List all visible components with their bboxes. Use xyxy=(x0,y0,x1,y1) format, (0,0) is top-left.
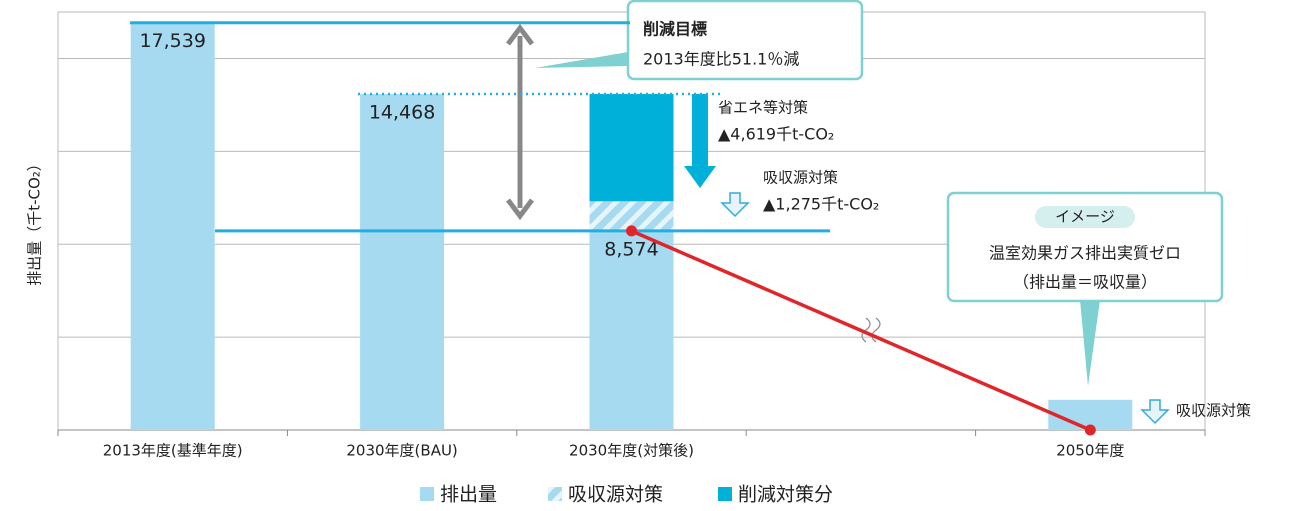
axis-break xyxy=(861,317,881,343)
data-label: 8,574 xyxy=(604,238,658,260)
image-box xyxy=(946,191,1224,303)
target-point xyxy=(1084,424,1096,436)
target-point xyxy=(626,225,637,237)
callout-box xyxy=(626,0,864,81)
x-tick-label: 2050年度 xyxy=(1056,442,1124,460)
bar xyxy=(360,94,445,431)
energy-arrow-head xyxy=(684,166,716,188)
x-tick-label: 2030年度(BAU) xyxy=(346,442,457,460)
bar xyxy=(589,94,674,202)
absorption-icon xyxy=(720,192,750,218)
callout-text: 2013年度比51.1％減 xyxy=(643,50,799,69)
image-line: 温室効果ガス排出実質ゼロ xyxy=(989,244,1181,263)
x-tick-label: 2013年度(基準年度) xyxy=(103,442,243,460)
legend-label: 削減対策分 xyxy=(738,484,833,506)
legend-label: 排出量 xyxy=(440,484,497,506)
legend-swatch xyxy=(420,487,434,501)
bar xyxy=(130,22,215,430)
callout-title: 削減目標 xyxy=(643,20,707,39)
x-tick-label: 2030年度(対策後) xyxy=(569,442,694,460)
absorption-icon xyxy=(1140,399,1170,425)
absorption-2050: 吸収源対策 xyxy=(1176,402,1251,420)
energy-value: ▲4,619千t-CO₂ xyxy=(718,125,834,144)
image-tag: イメージ xyxy=(1055,208,1115,226)
reduction-arrow-head xyxy=(506,23,534,221)
target-line xyxy=(630,229,1091,432)
image-tag-bg xyxy=(1035,206,1135,228)
legend-label: 吸収源対策 xyxy=(568,484,663,506)
y-axis-label: 排出量（千t-CO₂） xyxy=(26,156,44,286)
image-pointer xyxy=(1080,300,1100,386)
bar xyxy=(589,230,674,430)
data-label: 14,468 xyxy=(369,102,435,124)
energy-title: 省エネ等対策 xyxy=(718,99,808,117)
image-line: （排出量＝吸収量） xyxy=(1013,273,1157,292)
absorption-value: ▲1,275千t-CO₂ xyxy=(763,195,879,214)
absorption-title: 吸収源対策 xyxy=(763,169,838,187)
legend-swatch xyxy=(548,487,562,501)
legend-swatch xyxy=(718,487,732,501)
data-label: 17,539 xyxy=(139,30,205,52)
callout-pointer xyxy=(535,52,628,68)
energy-arrow xyxy=(692,94,708,168)
